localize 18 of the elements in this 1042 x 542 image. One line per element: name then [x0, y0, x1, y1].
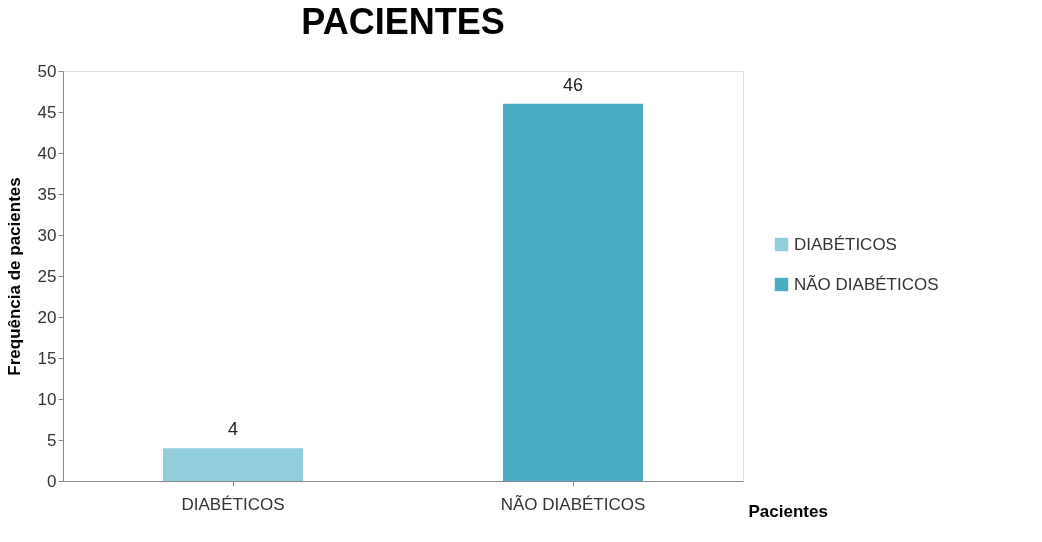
- legend-label: NÃO DIABÉTICOS: [794, 274, 939, 294]
- legend-label: DIABÉTICOS: [794, 234, 897, 254]
- y-tick-label: 30: [37, 225, 57, 245]
- y-tick-label: 0: [47, 471, 57, 491]
- y-tick-label: 5: [47, 430, 57, 450]
- y-tick-label: 50: [37, 61, 57, 81]
- y-tick-label: 25: [37, 266, 57, 286]
- x-axis-title: Pacientes: [748, 501, 828, 521]
- y-tick-label: 45: [37, 102, 57, 122]
- y-tick-label: 20: [37, 307, 57, 327]
- y-tick-label: 10: [37, 389, 57, 409]
- y-tick-label: 15: [37, 348, 57, 368]
- data-label: 46: [562, 74, 584, 95]
- y-tick-label: 40: [37, 143, 57, 163]
- chart-title: PACIENTES: [301, 1, 505, 42]
- y-tick-label: 35: [37, 184, 57, 204]
- y-axis-title: Frequência de pacientes: [4, 177, 24, 376]
- data-label: 4: [227, 419, 239, 440]
